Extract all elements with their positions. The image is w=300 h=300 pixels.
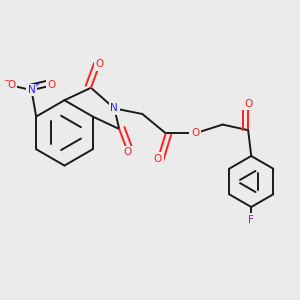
Text: +: +	[33, 82, 39, 88]
Text: F: F	[248, 215, 254, 225]
Text: O: O	[95, 59, 104, 70]
Text: N: N	[110, 103, 118, 113]
Text: O: O	[124, 147, 132, 157]
Text: O: O	[7, 80, 15, 91]
Text: O: O	[48, 80, 56, 91]
Text: O: O	[191, 128, 200, 138]
Text: −: −	[3, 76, 10, 85]
Text: N: N	[28, 85, 35, 95]
Text: O: O	[244, 99, 252, 109]
Text: O: O	[154, 154, 162, 164]
